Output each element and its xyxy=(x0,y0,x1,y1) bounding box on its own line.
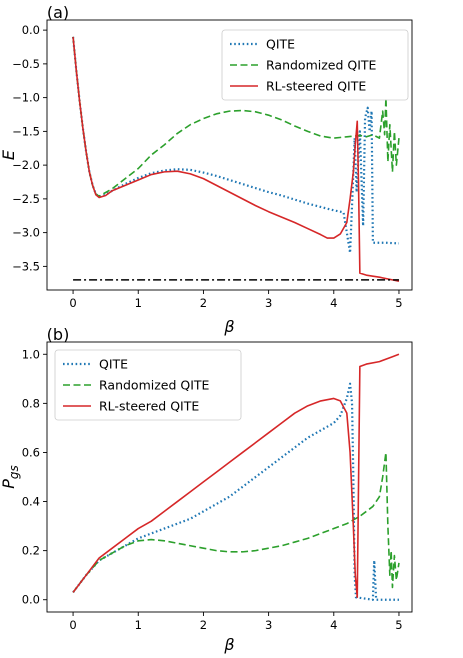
series-line-qite xyxy=(71,36,400,254)
y-tick-label: 0.6 xyxy=(22,445,40,459)
y-tick-label: 0.8 xyxy=(22,396,40,410)
y-tick-label: 0.4 xyxy=(22,495,40,509)
panel-label: (b) xyxy=(47,325,70,344)
series-group xyxy=(72,353,400,601)
series-line-qite xyxy=(72,382,399,601)
x-tick-label: 2 xyxy=(200,618,207,632)
legend-entry: RL-steered QITE xyxy=(266,79,366,94)
y-tick-label: −3.0 xyxy=(12,226,40,240)
y-axis-label: Pgs xyxy=(0,465,21,489)
x-axis-label: β xyxy=(223,317,234,336)
panel-b: 0 1 2 3 4 5 0.0 0.2 0.4 0.6 0.8 1.0 (b) β Pgs QITE Rando… xyxy=(0,325,413,654)
y-tick-label: −3.5 xyxy=(12,259,40,273)
series-line-rl-steered-qite xyxy=(72,36,400,283)
x-tick-label: 5 xyxy=(395,296,402,310)
legend-box xyxy=(221,29,409,101)
panel-label: (a) xyxy=(47,3,69,22)
series-group xyxy=(71,36,400,283)
axes-frame xyxy=(46,19,413,291)
series-line-randomized-qite xyxy=(72,451,400,593)
y-tick-label: −1.5 xyxy=(12,124,40,138)
x-tick-label: 1 xyxy=(135,618,142,632)
legend-entry: RL-steered QITE xyxy=(99,399,199,414)
x-tick-label: 0 xyxy=(69,618,76,632)
series-line-rl-steered-qite xyxy=(72,353,400,599)
legend-entry: Randomized QITE xyxy=(99,378,210,393)
panel-a: 0 1 2 3 4 5 0.0 −0.5 −1.0 −1.5 −2.0 −2.5 −3.0 −3.5 (a)… xyxy=(0,3,413,336)
y-tick-label: −2.5 xyxy=(12,192,40,206)
y-tick-label: −0.5 xyxy=(12,57,40,71)
legend: QITE Randomized QITE RL-steered QITE xyxy=(54,349,242,421)
y-axis-label: E xyxy=(0,149,18,160)
legend-entry: QITE xyxy=(266,37,295,52)
y-tick-label: 1.0 xyxy=(22,347,40,361)
y-tick-label: −2.0 xyxy=(12,158,40,172)
x-tick-label: 4 xyxy=(330,618,337,632)
x-axis-label: β xyxy=(223,635,234,654)
series-line-randomized-qite xyxy=(72,36,400,197)
y-tick-label: −1.0 xyxy=(12,91,40,105)
x-tick-label: 3 xyxy=(265,296,272,310)
legend-box xyxy=(54,349,242,421)
legend-entry: QITE xyxy=(99,357,128,372)
x-tick-label: 5 xyxy=(395,618,402,632)
legend: QITE Randomized QITE RL-steered QITE xyxy=(221,29,409,101)
x-tick-label: 3 xyxy=(265,618,272,632)
x-tick-label: 0 xyxy=(69,296,76,310)
x-tick-label: 2 xyxy=(200,296,207,310)
x-tick-label: 1 xyxy=(135,296,142,310)
legend-entry: Randomized QITE xyxy=(266,58,377,73)
y-tick-label: 0.2 xyxy=(22,544,40,558)
y-tick-label: 0.0 xyxy=(22,23,40,37)
x-tick-label: 4 xyxy=(330,296,337,310)
y-tick-label: 0.0 xyxy=(22,593,40,607)
axes-frame xyxy=(46,341,413,613)
